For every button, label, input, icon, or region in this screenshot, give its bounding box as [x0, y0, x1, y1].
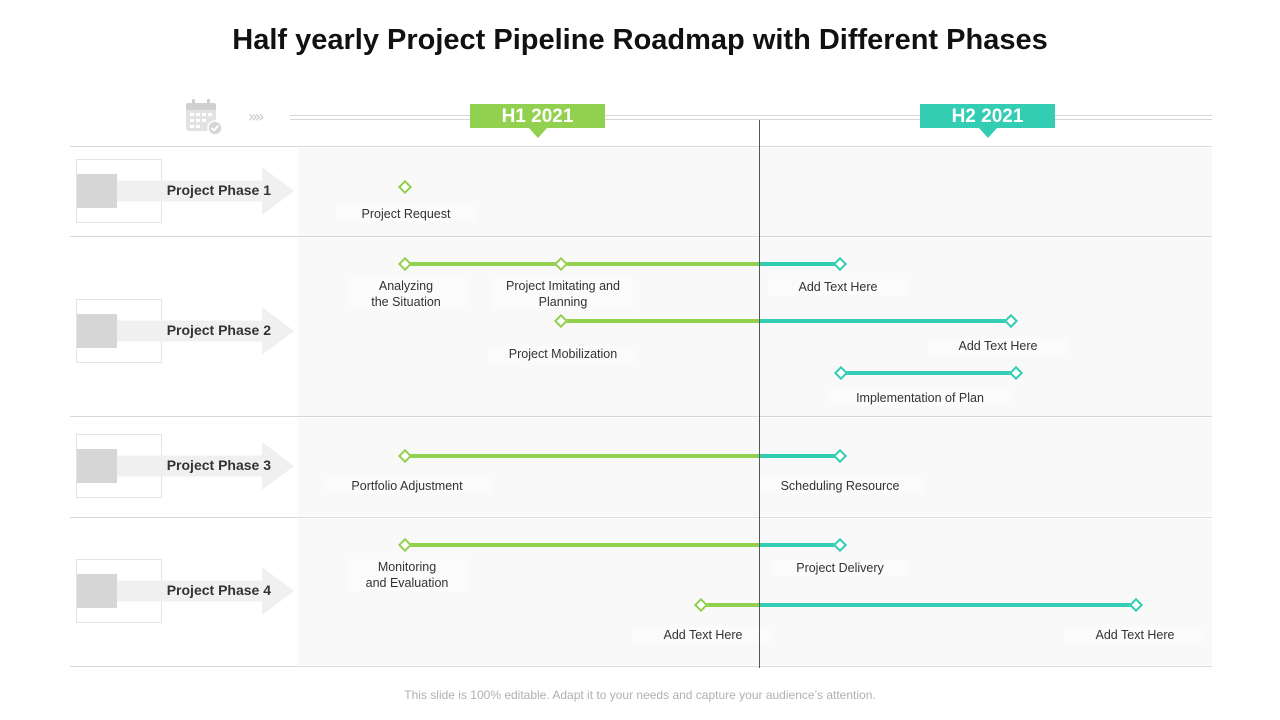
chevrons-decoration: ›››› — [248, 107, 265, 126]
caption-analyzing: Analyzing the Situation — [346, 278, 466, 310]
bar-analyzing-h2 — [760, 262, 840, 266]
footer-note: This slide is 100% editable. Adapt it to… — [404, 688, 876, 702]
phase-3-label: Project Phase 3 — [76, 434, 296, 500]
phase-title: Project Phase 3 — [166, 457, 271, 473]
phase-square — [77, 174, 117, 208]
h2-2021-label: H2 2021 — [920, 104, 1055, 138]
half-year-divider — [759, 120, 760, 668]
bar-add-text-h1 — [701, 603, 760, 607]
phase-4-label: Project Phase 4 — [76, 559, 296, 625]
caption-mobilization: Project Mobilization — [488, 346, 638, 362]
phase-title: Project Phase 1 — [166, 182, 271, 198]
phase-square — [77, 314, 117, 348]
caption-add-text-4: Add Text Here — [1065, 627, 1205, 643]
row-divider — [70, 416, 1212, 417]
row-divider — [70, 666, 1212, 667]
caption-scheduling: Scheduling Resource — [755, 478, 925, 494]
header-timeline-line — [290, 115, 1212, 120]
bar-add-text-h2 — [760, 603, 1136, 607]
phase-4-band — [298, 519, 1212, 665]
phase-square — [77, 574, 117, 608]
bar-mobilization-h2 — [760, 319, 1011, 323]
caption-portfolio: Portfolio Adjustment — [322, 478, 492, 494]
row-divider — [70, 236, 1212, 237]
phase-title: Project Phase 4 — [166, 582, 271, 598]
bar-monitoring-h2 — [760, 543, 840, 547]
phase-2-label: Project Phase 2 — [76, 299, 296, 365]
caption-imitating: Project Imitating and Planning — [493, 278, 633, 310]
caption-implementation: Implementation of Plan — [830, 390, 1010, 406]
phase-3-band — [298, 418, 1212, 516]
calendar-check-icon — [186, 99, 223, 136]
bar-analyzing-h1 — [405, 262, 760, 266]
page-title: Half yearly Project Pipeline Roadmap wit… — [232, 24, 1048, 56]
phase-1-band — [298, 148, 1212, 236]
bar-portfolio-h2 — [760, 454, 840, 458]
caption-delivery: Project Delivery — [770, 560, 910, 576]
caption-add-text-3: Add Text Here — [633, 627, 773, 643]
bar-monitoring-h1 — [405, 543, 760, 547]
caption-add-text-1: Add Text Here — [768, 279, 908, 295]
row-divider — [70, 517, 1212, 518]
caption-add-text-2: Add Text Here — [928, 338, 1068, 354]
phase-1-label: Project Phase 1 — [76, 159, 296, 225]
bar-mobilization-h1 — [561, 319, 760, 323]
bar-implementation — [841, 371, 1016, 375]
phase-2-band — [298, 238, 1212, 416]
row-divider — [70, 146, 1212, 147]
caption-monitoring: Monitoring and Evaluation — [346, 559, 468, 591]
phase-title: Project Phase 2 — [166, 322, 271, 338]
caption-project-request: Project Request — [336, 206, 476, 222]
phase-square — [77, 449, 117, 483]
bar-portfolio-h1 — [405, 454, 760, 458]
h1-2021-label: H1 2021 — [470, 104, 605, 138]
